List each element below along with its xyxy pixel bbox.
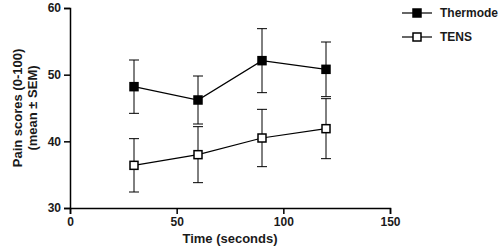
tick: 30: [48, 201, 70, 215]
marker: [258, 57, 266, 65]
marker: [194, 96, 202, 104]
legend-marker: [413, 9, 421, 17]
tick-label: 0: [67, 215, 74, 229]
error-bar: [193, 76, 203, 124]
tick-label: 150: [380, 215, 400, 229]
legend-item: TENS: [402, 30, 472, 44]
tick-label: 60: [48, 1, 62, 15]
y-axis-title-line: Pain scores (0-100): [10, 49, 25, 168]
error-bar: [321, 42, 331, 97]
tick-mark: [64, 141, 70, 143]
error-cap: [257, 92, 267, 93]
tick-label: 50: [170, 215, 184, 229]
error-cap: [321, 96, 331, 97]
error-cap: [193, 76, 203, 77]
legend: Thermode TENS: [402, 6, 498, 44]
tick: 40: [48, 135, 70, 149]
tick-label: 50: [48, 68, 62, 82]
error-cap: [129, 138, 139, 139]
marker: [258, 134, 266, 142]
axis-line: [64, 9, 71, 209]
legend-label: TENS: [440, 30, 472, 44]
plot-area: [129, 29, 331, 192]
tick: 100: [274, 208, 294, 229]
error-bar: [129, 139, 139, 192]
y-axis: 30 40 50 60: [48, 1, 71, 215]
error-bar: [193, 127, 203, 183]
tick: 0: [67, 208, 74, 229]
tick-label: 30: [48, 201, 62, 215]
error-cap: [257, 166, 267, 167]
tick-mark: [64, 208, 70, 210]
tick: 150: [380, 208, 400, 229]
tick-mark: [283, 208, 285, 214]
series-line: [134, 61, 326, 100]
x-axis: 0 50 100 150: [67, 208, 401, 229]
tick-mark: [390, 208, 392, 214]
y-axis-title: Pain scores (0-100)(mean ± SEM): [10, 49, 40, 168]
legend-item: Thermode: [402, 6, 498, 20]
legend-marker: [413, 33, 421, 41]
series-line: [134, 129, 326, 166]
error-cap: [193, 124, 203, 125]
error-bar: [321, 99, 331, 159]
error-cap: [193, 126, 203, 127]
tick-label: 100: [274, 215, 294, 229]
error-cap: [193, 182, 203, 183]
axis-line: [71, 209, 391, 215]
error-cap: [129, 113, 139, 114]
error-cap: [321, 158, 331, 159]
error-cap: [129, 192, 139, 193]
error-cap: [129, 60, 139, 61]
marker: [322, 125, 330, 133]
marker: [322, 65, 330, 73]
x-axis-title: Time (seconds): [182, 231, 277, 246]
tick: 60: [48, 1, 70, 15]
marker: [130, 83, 138, 91]
tick-mark: [64, 8, 70, 10]
tick: 50: [48, 68, 70, 82]
tick-mark: [176, 208, 178, 214]
error-cap: [321, 42, 331, 43]
error-bar: [257, 29, 267, 93]
error-bar: [257, 109, 267, 166]
marker: [194, 151, 202, 159]
error-cap: [257, 109, 267, 110]
error-bar: [129, 60, 139, 113]
error-cap: [257, 28, 267, 29]
y-axis-title-line: (mean ± SEM): [25, 65, 40, 150]
error-cap: [321, 98, 331, 99]
marker: [130, 161, 138, 169]
tick: 50: [170, 208, 184, 229]
tick-mark: [64, 74, 70, 76]
legend-label: Thermode: [440, 6, 498, 20]
chart: 0 50 100 150 30 40 50 60 Time (seconds) Pain scor…: [0, 0, 500, 249]
tick-label: 40: [48, 135, 62, 149]
